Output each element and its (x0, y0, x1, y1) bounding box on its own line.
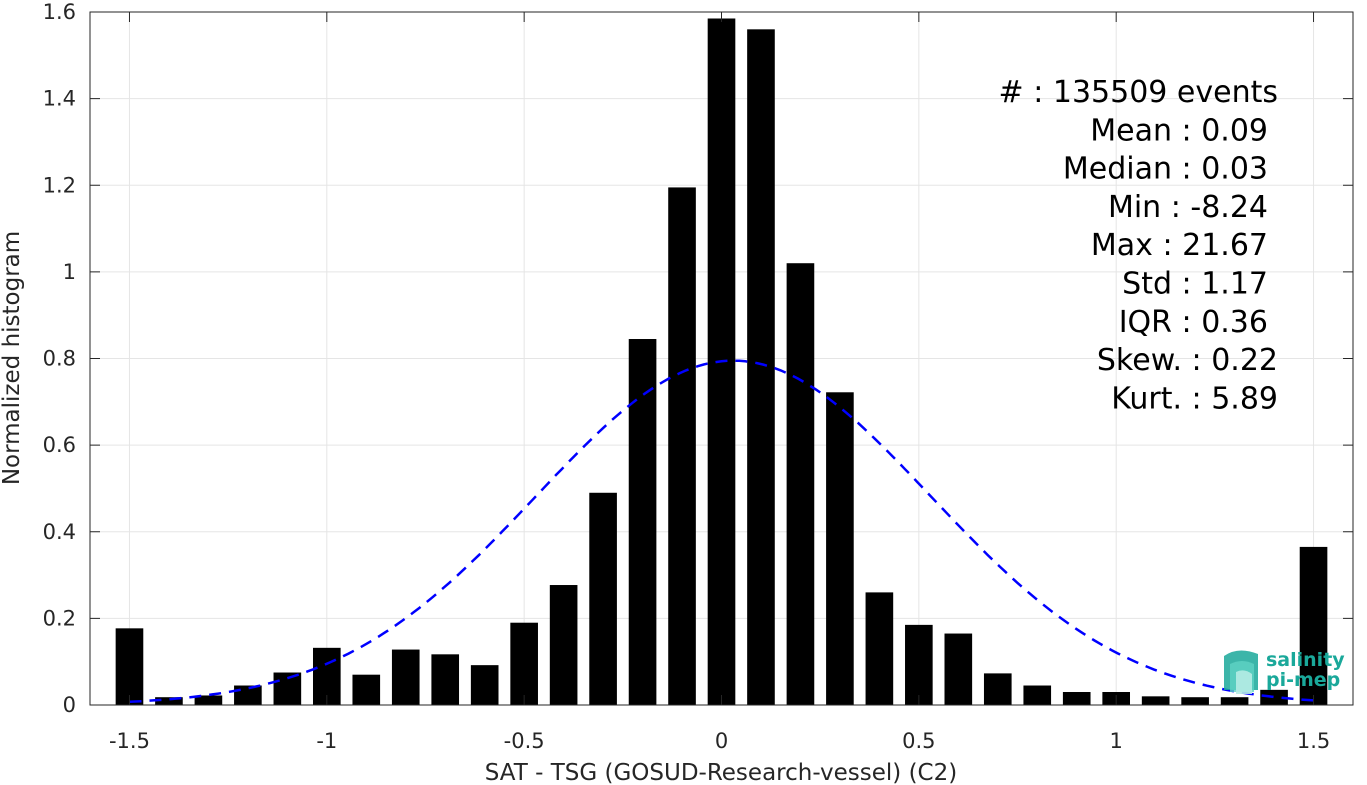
salinity-pimep-logo: salinity pi-mep (1224, 649, 1345, 694)
histogram-bars (115, 18, 1328, 705)
bar-24 (1062, 692, 1091, 705)
y-tick-label-8: 1.6 (43, 0, 76, 24)
logo-line1: salinity (1266, 649, 1345, 671)
stat-line-0: # : 135509 events (999, 75, 1278, 110)
bar-23 (1023, 685, 1052, 705)
bar-22 (983, 673, 1012, 705)
axis-ticks (90, 11, 1353, 706)
bar-0 (115, 628, 144, 705)
bar-13 (628, 339, 657, 705)
wave-logo-icon (1224, 650, 1258, 694)
bar-27 (1181, 697, 1209, 705)
x-tick-label-6: 1.5 (1297, 729, 1330, 753)
bar-1 (155, 697, 183, 705)
bar-19 (865, 592, 894, 705)
y-axis-label: Normalized histogram (0, 231, 25, 485)
x-tick-label-4: 0.5 (902, 729, 935, 753)
x-tick-label-1: -1 (316, 729, 337, 753)
stat-line-4: Max : 21.67 (1091, 228, 1268, 263)
bar-30 (1299, 546, 1328, 705)
x-axis-label: SAT - TSG (GOSUD-Research-vessel) (C2) (485, 760, 957, 785)
bar-2 (194, 695, 223, 705)
stat-line-7: Skew. : 0.22 (1097, 343, 1278, 378)
bar-9 (470, 665, 499, 705)
stat-line-6: IQR : 0.36 (1119, 305, 1268, 340)
stat-line-8: Kurt. : 5.89 (1111, 381, 1278, 416)
y-tick-label-6: 1.2 (43, 173, 76, 197)
x-tick-label-0: -1.5 (109, 729, 150, 753)
y-tick-label-4: 0.8 (43, 347, 76, 371)
y-tick-label-3: 0.6 (43, 433, 76, 457)
y-tick-label-5: 1 (63, 260, 76, 284)
bar-26 (1141, 696, 1170, 705)
bar-10 (510, 622, 538, 705)
x-tick-label-5: 1 (1110, 729, 1123, 753)
bar-18 (826, 392, 854, 705)
bar-12 (589, 492, 617, 705)
y-tick-labels: 0 0.2 0.4 0.6 0.8 1 1.2 1.4 1.6 (43, 0, 76, 717)
bar-21 (944, 633, 973, 705)
stat-line-3: Min : -8.24 (1108, 190, 1268, 225)
bar-20 (905, 624, 933, 705)
bar-28 (1220, 697, 1249, 705)
bar-29 (1260, 689, 1288, 705)
y-tick-label-1: 0.2 (43, 606, 76, 630)
bar-16 (747, 29, 775, 705)
logo-line2: pi-mep (1266, 669, 1340, 691)
y-tick-label-0: 0 (63, 693, 76, 717)
stat-line-2: Median : 0.03 (1063, 152, 1268, 187)
bar-17 (786, 263, 815, 705)
bar-7 (391, 649, 420, 705)
x-tick-label-2: -0.5 (504, 729, 545, 753)
stat-line-1: Mean : 0.09 (1090, 113, 1268, 148)
bar-8 (431, 654, 460, 705)
x-tick-labels: -1.5 -1 -0.5 0 0.5 1 1.5 (109, 729, 1330, 753)
y-tick-label-7: 1.4 (43, 87, 76, 111)
bar-3 (234, 685, 262, 705)
bar-11 (549, 585, 578, 705)
stat-line-5: Std : 1.17 (1122, 267, 1268, 302)
y-tick-label-2: 0.4 (43, 520, 76, 544)
x-tick-label-3: 0 (715, 729, 728, 753)
gaussian-fit-curve (129, 359, 1314, 704)
bar-6 (352, 674, 381, 705)
bar-14 (668, 187, 696, 705)
